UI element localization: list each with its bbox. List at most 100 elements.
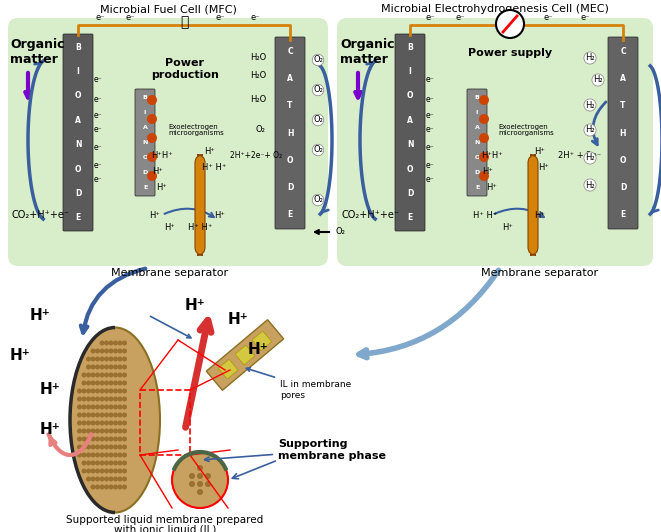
Text: e⁻: e⁻ xyxy=(94,126,102,135)
Circle shape xyxy=(104,404,109,410)
Circle shape xyxy=(81,396,87,402)
Circle shape xyxy=(479,95,489,105)
Circle shape xyxy=(108,469,114,473)
Circle shape xyxy=(113,445,118,450)
Circle shape xyxy=(104,453,109,458)
Text: O: O xyxy=(407,164,413,173)
Circle shape xyxy=(95,404,100,410)
Text: Membrane separator: Membrane separator xyxy=(481,268,599,278)
Text: Organic
matter: Organic matter xyxy=(10,38,65,66)
Text: e⁻: e⁻ xyxy=(426,111,435,120)
Text: H⁺ H⁺: H⁺ H⁺ xyxy=(188,223,212,232)
Circle shape xyxy=(108,340,114,345)
Text: I: I xyxy=(476,110,478,115)
Circle shape xyxy=(104,372,109,378)
Circle shape xyxy=(118,428,122,434)
FancyBboxPatch shape xyxy=(135,89,155,196)
Circle shape xyxy=(108,428,114,434)
Text: A: A xyxy=(620,74,626,83)
Text: H⁺: H⁺ xyxy=(535,147,545,156)
Circle shape xyxy=(100,461,104,466)
Circle shape xyxy=(122,445,127,450)
Circle shape xyxy=(95,396,100,402)
Text: O: O xyxy=(475,155,480,160)
Circle shape xyxy=(91,388,95,394)
Circle shape xyxy=(91,428,95,434)
Circle shape xyxy=(118,372,122,378)
Circle shape xyxy=(172,452,228,508)
Text: 2H⁺ + 2e⁻: 2H⁺ + 2e⁻ xyxy=(558,151,601,160)
Text: C: C xyxy=(287,47,293,56)
Circle shape xyxy=(95,445,100,450)
Text: e⁻: e⁻ xyxy=(250,13,260,22)
Circle shape xyxy=(122,469,127,473)
Circle shape xyxy=(104,420,109,426)
Circle shape xyxy=(122,461,127,466)
Circle shape xyxy=(91,348,95,353)
Circle shape xyxy=(91,485,95,489)
Circle shape xyxy=(147,133,157,143)
Text: H₂O: H₂O xyxy=(250,71,266,79)
Circle shape xyxy=(77,445,82,450)
Text: CO₂+H⁺+e⁻: CO₂+H⁺+e⁻ xyxy=(342,210,400,220)
Text: H₂: H₂ xyxy=(585,101,595,110)
Circle shape xyxy=(91,469,95,473)
Circle shape xyxy=(122,453,127,458)
Circle shape xyxy=(104,364,109,370)
Text: CO₂+H⁺+e⁻: CO₂+H⁺+e⁻ xyxy=(12,210,70,220)
Circle shape xyxy=(95,348,100,353)
Text: D: D xyxy=(620,183,626,192)
Circle shape xyxy=(100,436,104,442)
Bar xyxy=(140,390,190,455)
Text: E: E xyxy=(143,185,147,190)
Circle shape xyxy=(77,453,82,458)
Circle shape xyxy=(108,356,114,362)
Circle shape xyxy=(81,469,87,473)
Circle shape xyxy=(122,404,127,410)
Circle shape xyxy=(81,420,87,426)
Circle shape xyxy=(104,388,109,394)
Circle shape xyxy=(113,436,118,442)
Text: H⁺: H⁺ xyxy=(153,168,163,177)
Text: T: T xyxy=(288,102,293,110)
Circle shape xyxy=(100,453,104,458)
Circle shape xyxy=(122,356,127,362)
Circle shape xyxy=(95,453,100,458)
Circle shape xyxy=(189,473,195,479)
Text: H⁺: H⁺ xyxy=(483,168,494,177)
Circle shape xyxy=(113,404,118,410)
Circle shape xyxy=(108,412,114,418)
FancyBboxPatch shape xyxy=(63,34,93,231)
Text: O: O xyxy=(620,156,626,164)
Circle shape xyxy=(91,477,95,481)
Text: H⁺: H⁺ xyxy=(40,422,60,437)
Circle shape xyxy=(81,436,87,442)
Text: Exoelectrogen
microorganisms: Exoelectrogen microorganisms xyxy=(168,123,224,137)
Circle shape xyxy=(104,348,109,353)
Text: H⁺H⁺: H⁺H⁺ xyxy=(151,151,173,160)
Circle shape xyxy=(122,412,127,418)
Circle shape xyxy=(104,461,109,466)
Circle shape xyxy=(100,340,104,345)
Text: H: H xyxy=(620,129,626,137)
Circle shape xyxy=(118,453,122,458)
Text: H⁺: H⁺ xyxy=(535,211,545,220)
Text: e⁻: e⁻ xyxy=(125,13,135,22)
Text: with ionic liquid (IL): with ionic liquid (IL) xyxy=(114,525,216,532)
Circle shape xyxy=(118,396,122,402)
Text: e⁻: e⁻ xyxy=(426,161,435,170)
Text: O₂: O₂ xyxy=(336,228,346,237)
Text: H⁺: H⁺ xyxy=(539,163,549,172)
Text: e⁻: e⁻ xyxy=(94,144,102,153)
Circle shape xyxy=(100,348,104,353)
Circle shape xyxy=(86,420,91,426)
Circle shape xyxy=(86,404,91,410)
Text: H⁺: H⁺ xyxy=(157,184,167,193)
Circle shape xyxy=(91,380,95,386)
Circle shape xyxy=(81,453,87,458)
Text: e⁻: e⁻ xyxy=(425,13,435,22)
Circle shape xyxy=(122,428,127,434)
Text: A: A xyxy=(143,125,147,130)
Circle shape xyxy=(113,453,118,458)
Text: O: O xyxy=(407,92,413,101)
